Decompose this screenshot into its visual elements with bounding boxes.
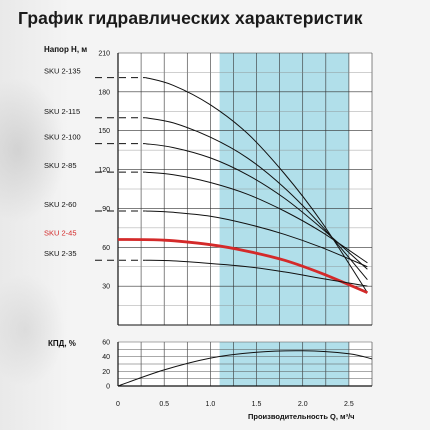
head-y-tick-label: 30 <box>102 284 110 291</box>
x-tick-label: 1.0 <box>205 401 215 408</box>
efficiency-y-tick-label: 40 <box>102 354 110 361</box>
series-curve <box>117 238 368 294</box>
efficiency-y-tick-label: 0 <box>106 384 110 391</box>
series-curve <box>145 171 368 264</box>
head-y-tick-label: 90 <box>102 206 110 213</box>
series-label: SKU 2-85 <box>44 161 77 170</box>
series-label: SKU 2-60 <box>44 200 77 209</box>
chart-title: График гидравлических характеристик <box>18 8 363 28</box>
efficiency-y-axis-label: КПД, % <box>48 339 76 348</box>
head-y-axis-label: Напор H, м <box>44 45 87 54</box>
head-y-tick-label: 60 <box>102 245 110 252</box>
series-label: SKU 2-115 <box>44 107 80 116</box>
x-tick-label: 2.0 <box>298 401 308 408</box>
x-tick-label: 2.5 <box>344 401 354 408</box>
head-y-tick-label: 150 <box>98 128 110 135</box>
x-axis-label: Производительность Q, м³/ч <box>248 412 355 421</box>
series-curve <box>145 117 368 281</box>
series-curve <box>145 210 368 268</box>
series-label: SKU 2-45 <box>44 229 77 238</box>
x-tick-label: 0 <box>116 401 120 408</box>
series-label: SKU 2-100 <box>44 133 81 142</box>
x-tick-label: 1.5 <box>252 401 262 408</box>
series-label: SKU 2-135 <box>44 67 81 76</box>
head-y-tick-label: 210 <box>98 51 110 58</box>
series-curve <box>145 259 368 287</box>
head-y-tick-label: 120 <box>98 167 110 174</box>
x-tick-label: 0.5 <box>159 401 169 408</box>
series-curve <box>145 77 368 293</box>
series-curve <box>145 143 368 270</box>
series-label: SKU 2-35 <box>44 249 77 258</box>
efficiency-y-tick-label: 20 <box>102 369 110 376</box>
efficiency-y-tick-label: 60 <box>102 340 110 347</box>
head-y-tick-label: 180 <box>98 89 110 96</box>
efficiency-curve <box>117 350 373 387</box>
